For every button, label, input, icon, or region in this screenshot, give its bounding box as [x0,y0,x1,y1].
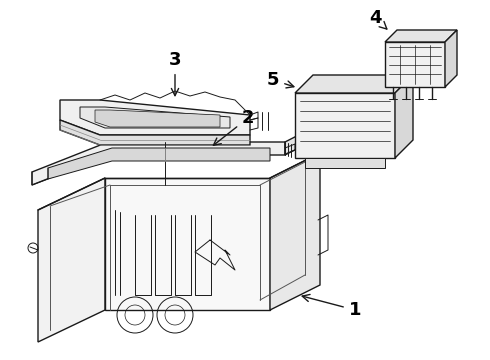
Text: 1: 1 [302,294,361,319]
Text: 3: 3 [169,51,181,96]
Text: 5: 5 [267,71,294,89]
Text: 4: 4 [369,9,387,29]
Polygon shape [270,153,320,310]
Polygon shape [305,158,385,168]
Polygon shape [445,30,457,87]
Polygon shape [385,42,445,87]
Polygon shape [48,148,270,179]
Polygon shape [295,93,395,158]
Polygon shape [60,120,250,145]
Polygon shape [395,75,413,158]
Polygon shape [385,30,457,42]
Polygon shape [285,119,330,155]
Polygon shape [32,142,285,185]
Text: 2: 2 [214,109,254,145]
Polygon shape [80,107,230,128]
Polygon shape [105,178,270,310]
Polygon shape [295,75,413,93]
Polygon shape [95,110,220,127]
Polygon shape [60,100,250,135]
Polygon shape [38,178,105,342]
